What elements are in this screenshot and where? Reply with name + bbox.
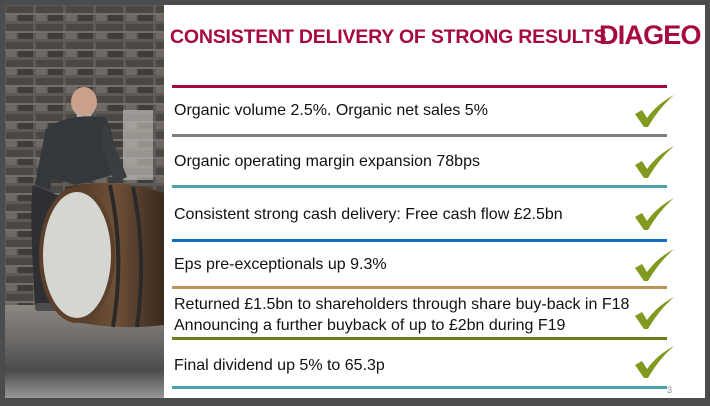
slide-title: CONSISTENT DELIVERY OF STRONG RESULTS	[170, 26, 607, 48]
check-icon	[635, 297, 674, 329]
check-icon	[635, 146, 674, 178]
top-rule	[172, 85, 667, 88]
photo-barrel-man	[5, 5, 164, 398]
result-item-text: Eps pre-exceptionals up 9.3%	[174, 256, 387, 273]
item-rule	[172, 185, 667, 188]
check-icon	[635, 95, 674, 127]
result-item-text: Organic volume 2.5%. Organic net sales 5…	[174, 102, 488, 119]
item-rule	[172, 337, 667, 340]
result-item-text: Final dividend up 5% to 65.3p	[174, 357, 385, 374]
item-rule	[172, 239, 667, 242]
slide: CONSISTENT DELIVERY OF STRONG RESULTS DI…	[5, 5, 705, 398]
check-icon	[635, 249, 674, 281]
check-icon	[635, 346, 674, 378]
barrel-photo-illustration	[5, 5, 164, 398]
item-rule	[172, 286, 667, 289]
item-rule	[172, 386, 667, 389]
result-item-text-line2: Announcing a further buyback of up to £2…	[174, 317, 566, 334]
result-item-text: Returned £1.5bn to shareholders through …	[174, 296, 630, 313]
page-number: 3	[667, 385, 673, 395]
result-item-text: Consistent strong cash delivery: Free ca…	[174, 206, 563, 223]
item-rule	[172, 134, 667, 137]
check-icon	[635, 198, 674, 230]
result-item-text: Organic operating margin expansion 78bps	[174, 153, 480, 170]
diageo-logo: DIAGEO	[599, 20, 702, 50]
